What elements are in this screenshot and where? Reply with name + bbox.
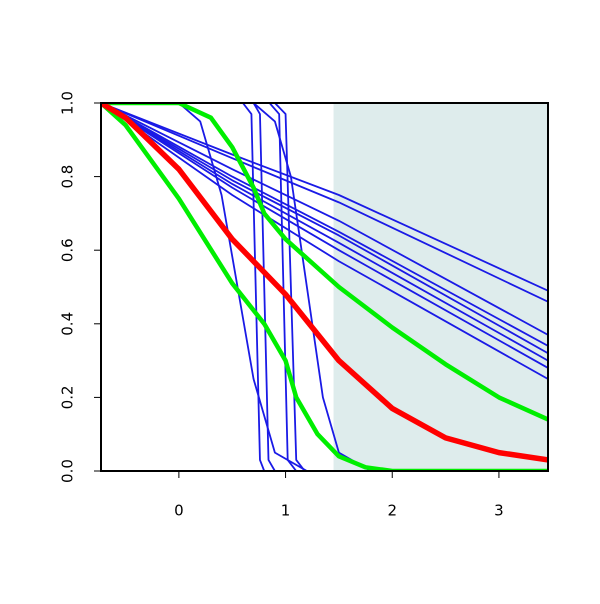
curve <box>101 103 548 347</box>
curve <box>101 103 548 471</box>
y-tick-label: 0.2 <box>59 385 77 409</box>
curve <box>101 103 548 471</box>
y-tick-label: 0.0 <box>59 459 77 483</box>
curve <box>101 103 548 336</box>
curve <box>101 103 548 463</box>
curve <box>101 103 548 422</box>
curve <box>101 103 548 369</box>
curve <box>101 103 548 355</box>
y-tick-label: 0.6 <box>59 238 77 262</box>
curve <box>101 103 548 471</box>
curve <box>101 103 548 471</box>
x-tick-label: 0 <box>174 502 184 520</box>
curve <box>101 103 548 471</box>
x-tick-label: 3 <box>494 502 504 520</box>
y-tick-label: 0.4 <box>59 312 77 336</box>
curve <box>101 103 548 380</box>
x-tick-label: 1 <box>281 502 291 520</box>
x-tick-label: 2 <box>387 502 397 520</box>
curve <box>101 103 548 292</box>
y-tick-label: 1.0 <box>59 91 77 115</box>
curve <box>101 103 548 362</box>
y-tick-label: 0.8 <box>59 165 77 189</box>
plot-lines <box>101 103 548 471</box>
curve <box>101 103 548 303</box>
plot-frame <box>100 102 549 472</box>
